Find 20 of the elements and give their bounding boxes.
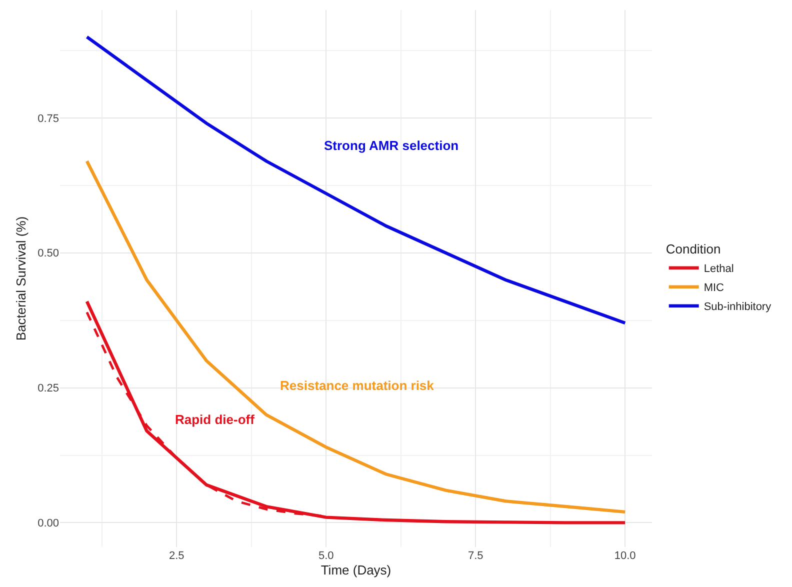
legend-label: MIC xyxy=(704,282,724,294)
y-tick-label: 0.00 xyxy=(38,518,59,530)
line-series xyxy=(85,35,627,325)
y-tick-label: 0.25 xyxy=(38,382,59,395)
x-tick-label: 5.0 xyxy=(318,550,334,562)
annotation: Resistance mutation risk xyxy=(280,378,435,393)
x-tick-label: 10.0 xyxy=(614,550,636,562)
x-tick-label: 7.5 xyxy=(468,550,484,562)
y-tick-label: 0.50 xyxy=(38,248,59,260)
y-axis-title: Bacterial Survival (%) xyxy=(14,216,29,341)
x-axis-title: Time (Days) xyxy=(320,562,392,578)
legend-label: Sub-inhibitory xyxy=(704,301,772,314)
line-series xyxy=(85,160,627,514)
line-series xyxy=(85,300,627,524)
y-tick-label: 0.75 xyxy=(38,112,59,125)
annotation: Rapid die-off xyxy=(175,412,256,427)
annotation: Strong AMR selection xyxy=(324,138,459,153)
x-tick-label: 2.5 xyxy=(168,550,184,562)
legend-label: Lethal xyxy=(704,263,734,276)
legend-title: Condition xyxy=(666,241,721,256)
